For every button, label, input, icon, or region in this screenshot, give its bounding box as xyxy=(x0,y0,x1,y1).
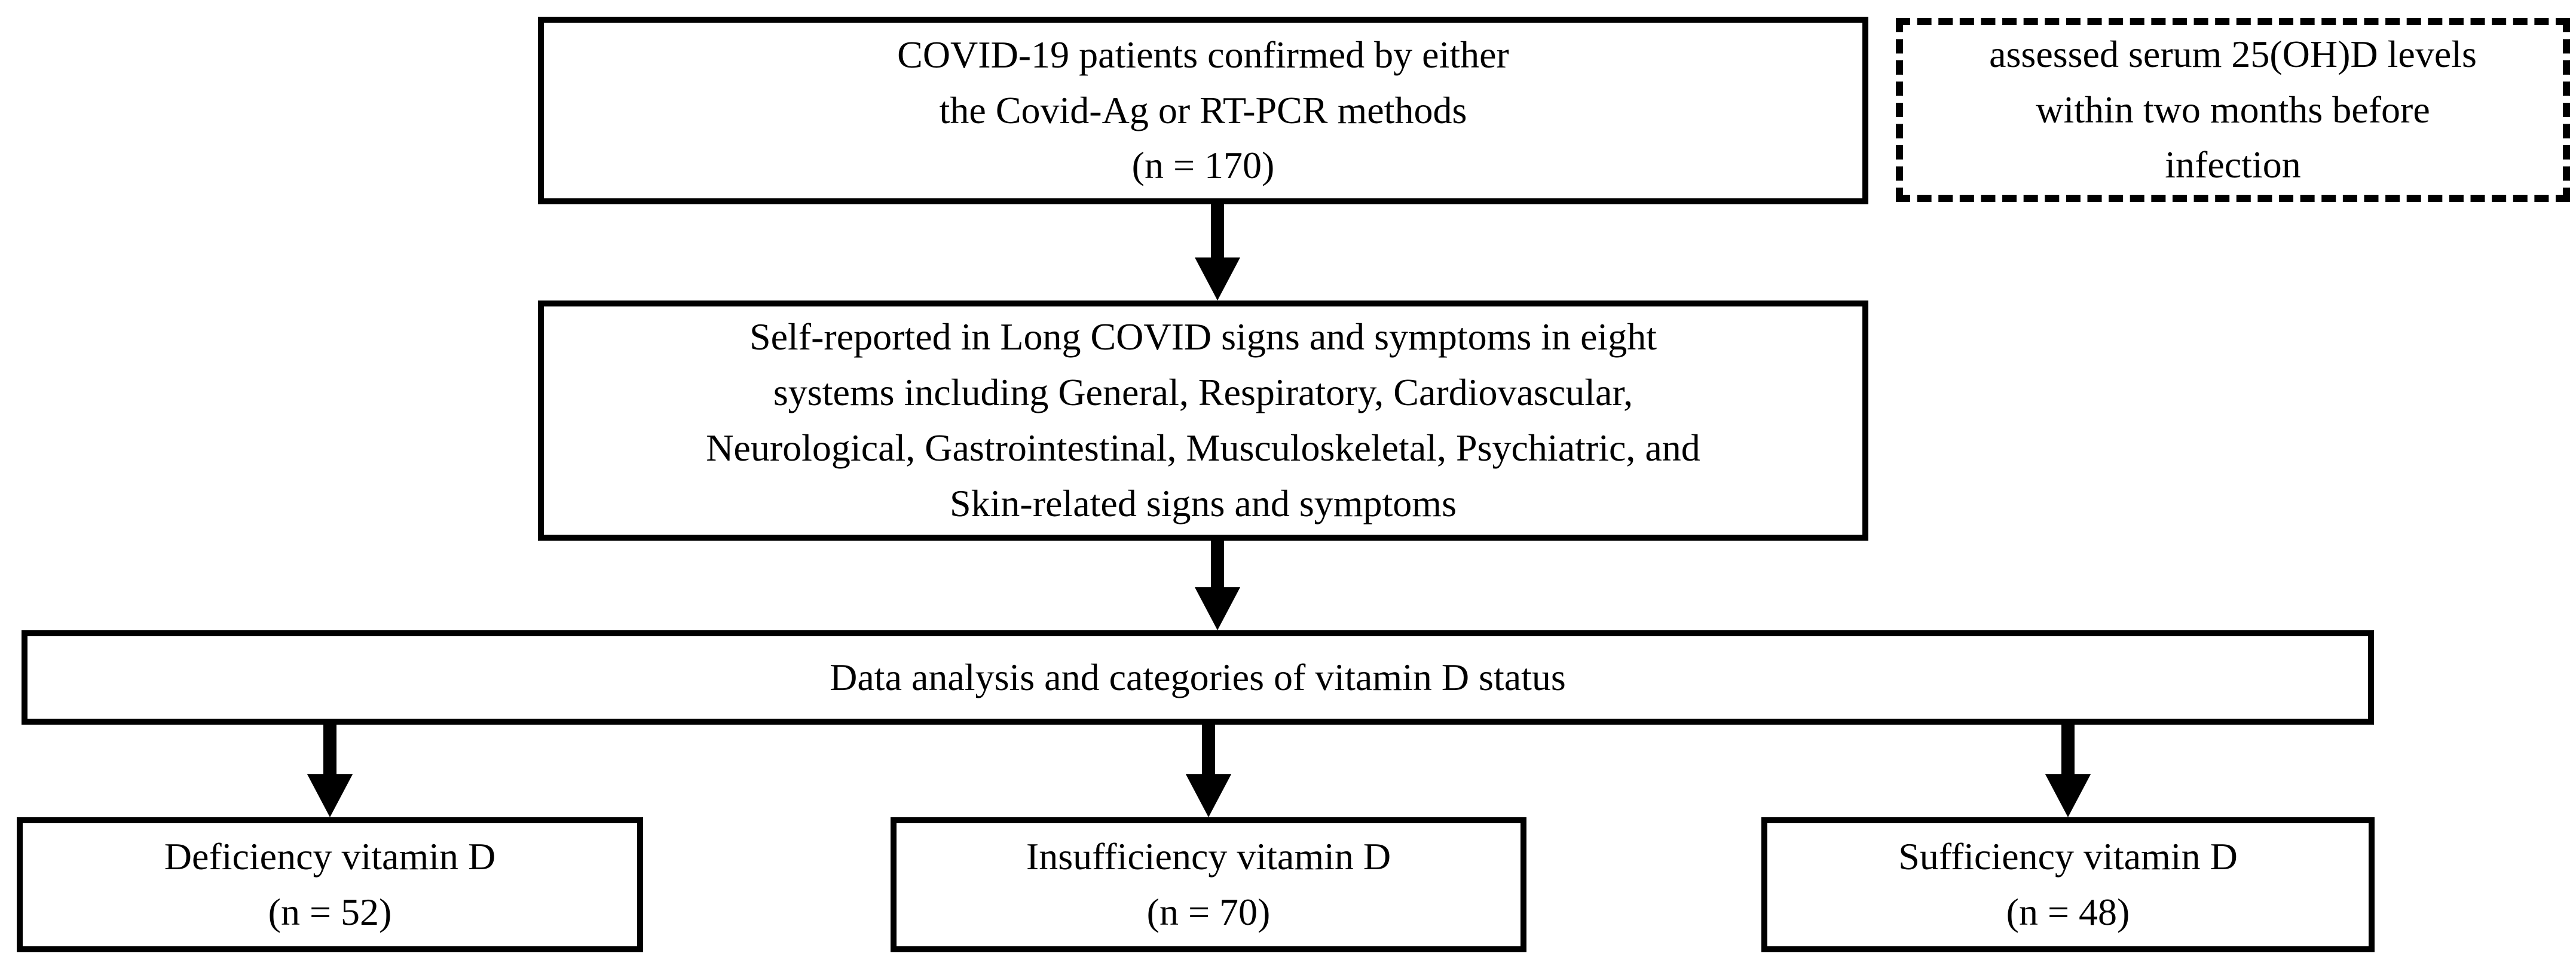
arrow-stem xyxy=(2061,725,2075,774)
arrow-stem xyxy=(323,725,336,774)
down-arrow-symptoms-to-analysis xyxy=(1195,539,1240,630)
arrow-head-icon xyxy=(307,774,353,817)
down-arrow-analysis-to-sufficiency xyxy=(2045,725,2091,817)
down-arrow-analysis-to-insufficiency xyxy=(1186,725,1231,817)
box-insufficiency-vitamin-d: Insufficiency vitamin D (n = 70) xyxy=(891,817,1526,952)
arrow-head-icon xyxy=(1195,257,1240,300)
arrow-stem xyxy=(1211,203,1224,257)
box-sufficiency-vitamin-d: Sufficiency vitamin D (n = 48) xyxy=(1761,817,2375,952)
arrow-head-icon xyxy=(1195,587,1240,630)
arrow-stem xyxy=(1202,725,1215,774)
box-long-covid-symptoms: Self-reported in Long COVID signs and sy… xyxy=(538,300,1868,541)
box-serum-assessment-note: assessed serum 25(OH)D levels within two… xyxy=(1896,18,2570,202)
down-arrow-enrollment-to-symptoms xyxy=(1195,203,1240,300)
arrow-head-icon xyxy=(2045,774,2091,817)
arrow-stem xyxy=(1211,539,1224,587)
box-data-analysis: Data analysis and categories of vitamin … xyxy=(22,630,2374,725)
down-arrow-analysis-to-deficiency xyxy=(307,725,353,817)
box-deficiency-vitamin-d: Deficiency vitamin D (n = 52) xyxy=(17,817,643,952)
box-covid-patients: COVID-19 patients confirmed by either th… xyxy=(538,17,1868,204)
arrow-head-icon xyxy=(1186,774,1231,817)
